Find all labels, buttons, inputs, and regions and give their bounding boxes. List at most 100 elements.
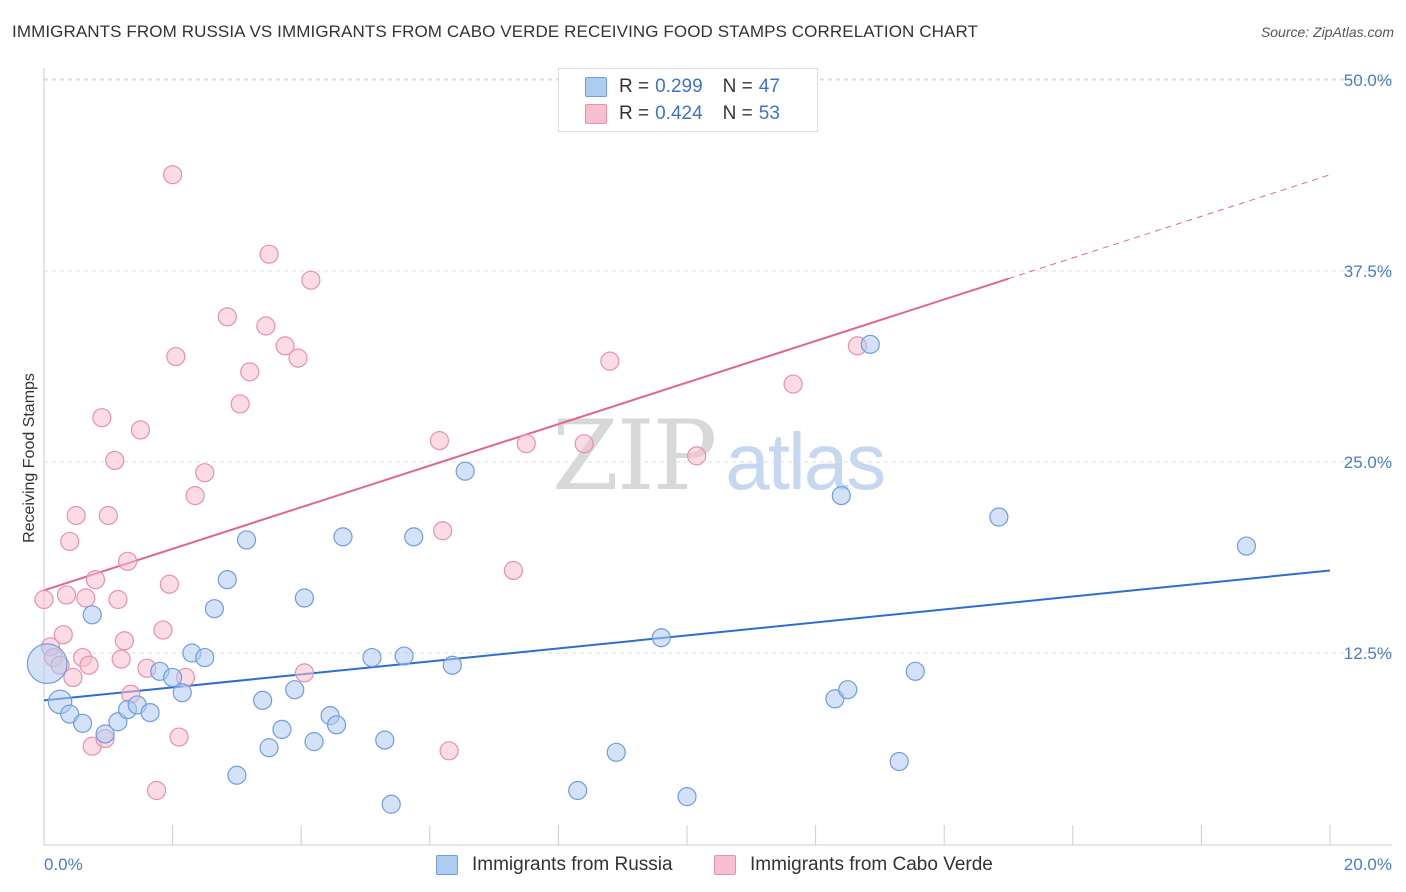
cabo-verde-point-20: [114, 631, 134, 651]
source-label: Source: ZipAtlas.com: [1260, 24, 1394, 40]
cabo-verde-point-52: [574, 434, 594, 454]
russia-point-31: [394, 646, 414, 666]
russia-point-9: [140, 702, 160, 723]
y-tick-label-2: 37.5%: [1344, 262, 1392, 281]
legend-r-value: 0.299: [655, 76, 703, 97]
russia-point-21: [272, 719, 292, 740]
cabo-verde-point-0: [34, 589, 54, 610]
x-tick-label-1: 20.0%: [1344, 855, 1392, 874]
cabo-verde-point-33: [195, 463, 215, 483]
russia-point-45: [989, 507, 1009, 527]
cabo-verde-point-38: [259, 244, 279, 264]
russia-point-41: [831, 486, 851, 506]
cabo-verde-point-48: [600, 351, 620, 371]
russia-point-17: [227, 765, 247, 785]
y-tick-label-3: 50.0%: [1344, 71, 1392, 90]
russia-point-18: [236, 530, 257, 550]
cabo-verde-point-25: [146, 780, 167, 801]
legend-row-russia: R = 0.299 N = 47: [585, 75, 780, 99]
cabo-verde-point-35: [230, 394, 250, 414]
russia-point-16: [217, 570, 237, 590]
cabo-verde-point-28: [163, 165, 183, 185]
russia-point-23: [294, 588, 315, 608]
cabo-verde-point-44: [433, 521, 453, 541]
russia-point-12: [172, 683, 192, 703]
trendline-russia-group: [43, 569, 1331, 702]
series-swatch-cabo-verde: [714, 855, 736, 875]
russia-point-0: [26, 643, 68, 685]
russia-point-37: [651, 628, 671, 648]
cabo-verde-point-23: [130, 420, 151, 440]
russia-point-24: [304, 732, 324, 752]
russia-point-3: [72, 713, 93, 733]
series-legend-cabo-verde: Immigrants from Cabo Verde: [714, 852, 993, 878]
russia-point-40: [838, 680, 858, 700]
russia-point-19: [253, 690, 273, 710]
cabo-verde-point-19: [111, 649, 131, 669]
cabo-verde-point-18: [108, 589, 128, 610]
russia-point-42: [860, 334, 880, 354]
cabo-verde-point-16: [98, 505, 118, 526]
legend-n-label: N =: [722, 103, 753, 124]
cabo-verde-point-5: [56, 585, 77, 605]
cabo-verde-point-30: [169, 727, 189, 747]
cabo-verde-point-34: [217, 307, 237, 327]
cabo-verde-point-41: [294, 663, 315, 683]
cabo-verde-point-29: [166, 346, 186, 367]
series-label-russia: Immigrants from Russia: [472, 854, 673, 875]
series-legend: Immigrants from Russia Immigrants from C…: [0, 852, 1406, 878]
russia-point-4: [82, 605, 102, 625]
cabo-verde-point-32: [185, 486, 205, 506]
cabo-verde-point-45: [439, 741, 459, 761]
russia-point-33: [442, 655, 462, 675]
y-tick-label-1: 25.0%: [1344, 453, 1392, 472]
cabo-verde-point-49: [687, 446, 707, 466]
correlation-legend: R = 0.299 N = 47 R = 0.424 N = 53: [558, 68, 818, 132]
russia-point-35: [568, 780, 588, 801]
series-swatch-russia: [436, 855, 458, 875]
cabo-verde-point-17: [105, 450, 125, 471]
russia-point-46: [1236, 536, 1257, 556]
russia-point-38: [677, 787, 697, 807]
russia-point-34: [455, 461, 475, 481]
trendline-cabo-verde-extension: [1008, 174, 1331, 280]
cabo-verde-point-8: [66, 505, 86, 526]
cabo-verde-point-13: [85, 570, 106, 590]
legend-n-value: 47: [758, 76, 780, 97]
russia-point-32: [404, 527, 424, 547]
cabo-verde-point-14: [92, 408, 112, 428]
cabo-verde-point-6: [60, 531, 80, 552]
legend-r-value: 0.424: [655, 103, 703, 124]
russia-point-44: [905, 661, 925, 681]
cabo-verde-point-46: [503, 560, 523, 581]
legend-swatch-russia: [585, 77, 607, 97]
tick-labels: 12.5% 25.0% 37.5% 50.0% 0.0% 20.0%: [44, 71, 1392, 874]
russia-point-29: [375, 730, 395, 750]
cabo-verde-point-7: [63, 667, 83, 688]
russia-point-5: [95, 724, 115, 744]
legend-swatch-cabo-verde: [585, 104, 607, 124]
legend-row-cabo-verde: R = 0.424 N = 53: [585, 102, 780, 126]
cabo-verde-point-37: [256, 316, 276, 336]
cabo-verde-point-36: [240, 362, 260, 382]
cabo-verde-point-21: [117, 551, 138, 571]
russia-point-30: [381, 794, 401, 814]
russia-point-27: [333, 527, 353, 547]
russia-point-15: [204, 599, 224, 619]
cabo-verde-point-27: [159, 574, 179, 594]
russia-point-14: [195, 647, 215, 668]
cabo-verde-point-11: [79, 655, 99, 675]
russia-point-28: [362, 647, 382, 668]
legend-n-label: N =: [722, 76, 753, 97]
cabo-verde-point-43: [429, 431, 450, 451]
points-cabo-verde: [34, 165, 867, 801]
series-legend-russia: Immigrants from Russia: [436, 852, 673, 878]
russia-point-36: [606, 742, 626, 762]
russia-point-11: [163, 667, 183, 688]
russia-point-26: [326, 715, 347, 735]
cabo-verde-point-40: [288, 348, 308, 368]
cabo-verde-point-10: [76, 588, 96, 608]
y-axis-label: Receiving Food Stamps: [21, 373, 38, 543]
trendline-cabo-verde-group: [43, 174, 1331, 592]
